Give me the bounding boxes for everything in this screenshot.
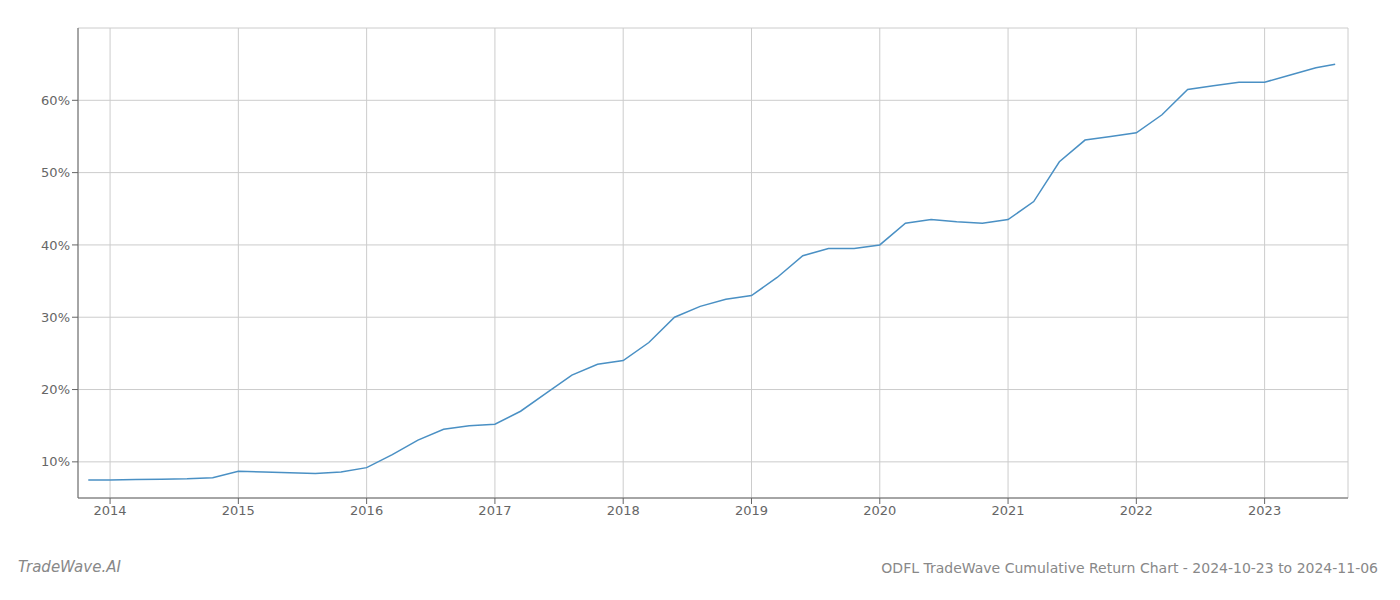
svg-text:20%: 20% xyxy=(41,382,70,397)
svg-text:2022: 2022 xyxy=(1120,503,1153,518)
svg-text:40%: 40% xyxy=(41,238,70,253)
svg-text:2019: 2019 xyxy=(735,503,768,518)
html-text:TradeWave.AI: TradeWave.AI xyxy=(18,558,121,576)
svg-text:2018: 2018 xyxy=(607,503,640,518)
svg-text:50%: 50% xyxy=(41,165,70,180)
svg-text:2014: 2014 xyxy=(94,503,127,518)
svg-text:2016: 2016 xyxy=(350,503,383,518)
svg-text:2020: 2020 xyxy=(863,503,896,518)
svg-text:60%: 60% xyxy=(41,93,70,108)
html-text:ODFL TradeWave Cumulative Retu: ODFL TradeWave Cumulative Return Chart -… xyxy=(881,560,1378,576)
svg-text:2015: 2015 xyxy=(222,503,255,518)
svg-text:2017: 2017 xyxy=(478,503,511,518)
svg-text:30%: 30% xyxy=(41,310,70,325)
svg-text:2023: 2023 xyxy=(1248,503,1281,518)
svg-text:10%: 10% xyxy=(41,454,70,469)
svg-text:2021: 2021 xyxy=(992,503,1025,518)
